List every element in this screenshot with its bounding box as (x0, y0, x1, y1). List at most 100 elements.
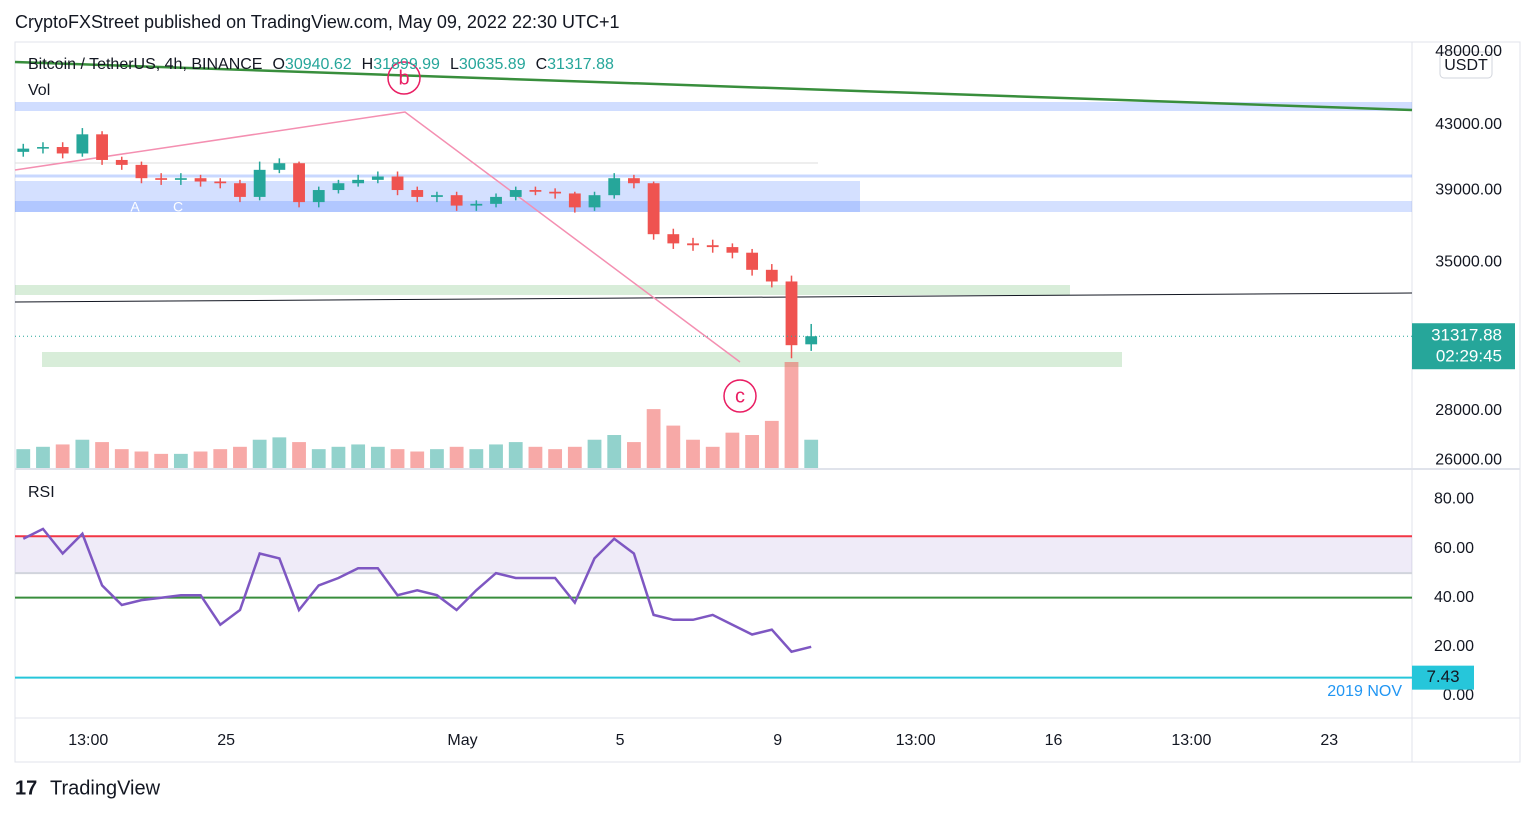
volume-bar (95, 442, 109, 468)
volume-bar (686, 439, 700, 468)
candle-body (706, 245, 719, 248)
symbol: Bitcoin / TetherUS, 4h, BINANCE (28, 56, 262, 73)
y-tick-label: 39000.00 (1435, 181, 1502, 198)
frame (14, 41, 1521, 763)
volume-bar (804, 439, 819, 468)
volume-bar (607, 435, 622, 468)
ohlc-value: 31899.99 (373, 56, 440, 73)
volume-bar (193, 451, 208, 468)
countdown: 02:29:45 (1436, 347, 1502, 366)
volume-bar (75, 439, 90, 468)
candle-body (96, 134, 108, 160)
volume-bar (252, 439, 267, 468)
volume-label: Vol (28, 82, 50, 99)
ohlc-value: 30940.62 (285, 56, 352, 73)
last-price-box (1412, 323, 1515, 370)
currency-badge[interactable] (1439, 51, 1493, 79)
candle-body (56, 147, 69, 154)
volume-bar (292, 442, 306, 468)
volume-bar (489, 444, 503, 468)
candle-body (509, 190, 522, 197)
volume-bar (331, 446, 346, 468)
trend-line (14, 60, 1413, 112)
candle-body (431, 195, 443, 197)
y-tick-label: 35000.00 (1435, 253, 1502, 270)
candle-body (608, 178, 621, 196)
y-tick-label: 80.00 (1434, 491, 1474, 508)
ohlc-value: 30635.89 (459, 56, 526, 73)
candle-body (765, 269, 778, 282)
candle-body (391, 176, 404, 191)
candle-body (411, 190, 424, 197)
candle-body (805, 336, 818, 345)
volume-bar (469, 449, 484, 468)
volume-bar (430, 449, 444, 468)
attribution: CryptoFXStreet published on TradingView.… (15, 12, 620, 32)
volume-bar (705, 446, 720, 468)
candle-body (155, 178, 168, 180)
wave-line (14, 111, 741, 363)
candle-body (687, 243, 699, 246)
x-tick-label: 13:00 (1171, 732, 1211, 749)
ohlc-prefix: L (450, 56, 459, 73)
volume-bar (666, 425, 681, 468)
zone (15, 102, 1412, 111)
candle-body (17, 148, 30, 152)
volume-bar (134, 451, 149, 468)
x-tick-label: 25 (217, 732, 235, 749)
volume-bar (725, 432, 740, 468)
x-tick-label: 13:00 (68, 732, 108, 749)
x-tick-label: 23 (1320, 732, 1338, 749)
candle-body (667, 234, 680, 244)
candle-body (450, 195, 463, 206)
candle-body (273, 163, 286, 170)
level-badge (1412, 665, 1474, 690)
candle-body (293, 163, 305, 203)
wave-label: A (130, 199, 140, 215)
wave-label: b (398, 67, 409, 89)
ohlc-value: 31317.88 (547, 56, 614, 73)
candle-body (647, 183, 660, 235)
volume-bar (351, 444, 366, 468)
candle-body (726, 247, 739, 253)
ohlc-prefix: C (536, 56, 548, 73)
level-note: 2019 NOV (1327, 683, 1402, 700)
wave-label: c (735, 385, 745, 407)
wave-label: C (173, 199, 183, 215)
volume-bar (213, 449, 228, 468)
rsi-band (15, 536, 1412, 574)
x-tick-label: May (447, 732, 477, 749)
candle-body (588, 195, 601, 208)
candle-body (371, 176, 384, 180)
candle-body (234, 183, 246, 197)
rsi-line (22, 527, 812, 654)
y-tick-label: 43000.00 (1435, 116, 1502, 133)
volume-bar (627, 442, 641, 468)
candle-body (549, 191, 562, 194)
volume-bar (173, 453, 188, 468)
volume-bar (16, 449, 31, 468)
candle-body (470, 203, 483, 206)
volume-bar (449, 446, 464, 468)
volume-bar (233, 446, 247, 468)
volume-bar (390, 449, 405, 468)
candle-body (352, 179, 365, 184)
candle-body (312, 190, 325, 203)
candle-body (135, 164, 148, 179)
y-tick-label: 60.00 (1434, 540, 1474, 557)
volume-bar (646, 409, 661, 468)
y-tick-label: 40.00 (1434, 589, 1474, 606)
candle-body (253, 169, 266, 197)
volume-bar (55, 444, 70, 468)
volume-bar (36, 446, 50, 468)
x-tick-label: 9 (773, 732, 782, 749)
brand-logo: 17 (15, 777, 37, 799)
rsi-label: RSI (28, 484, 55, 501)
volume-bar (745, 435, 760, 468)
candle-body (332, 183, 345, 191)
volume-bar (272, 437, 287, 468)
zone (42, 352, 1122, 367)
ohlc-prefix: H (362, 56, 374, 73)
